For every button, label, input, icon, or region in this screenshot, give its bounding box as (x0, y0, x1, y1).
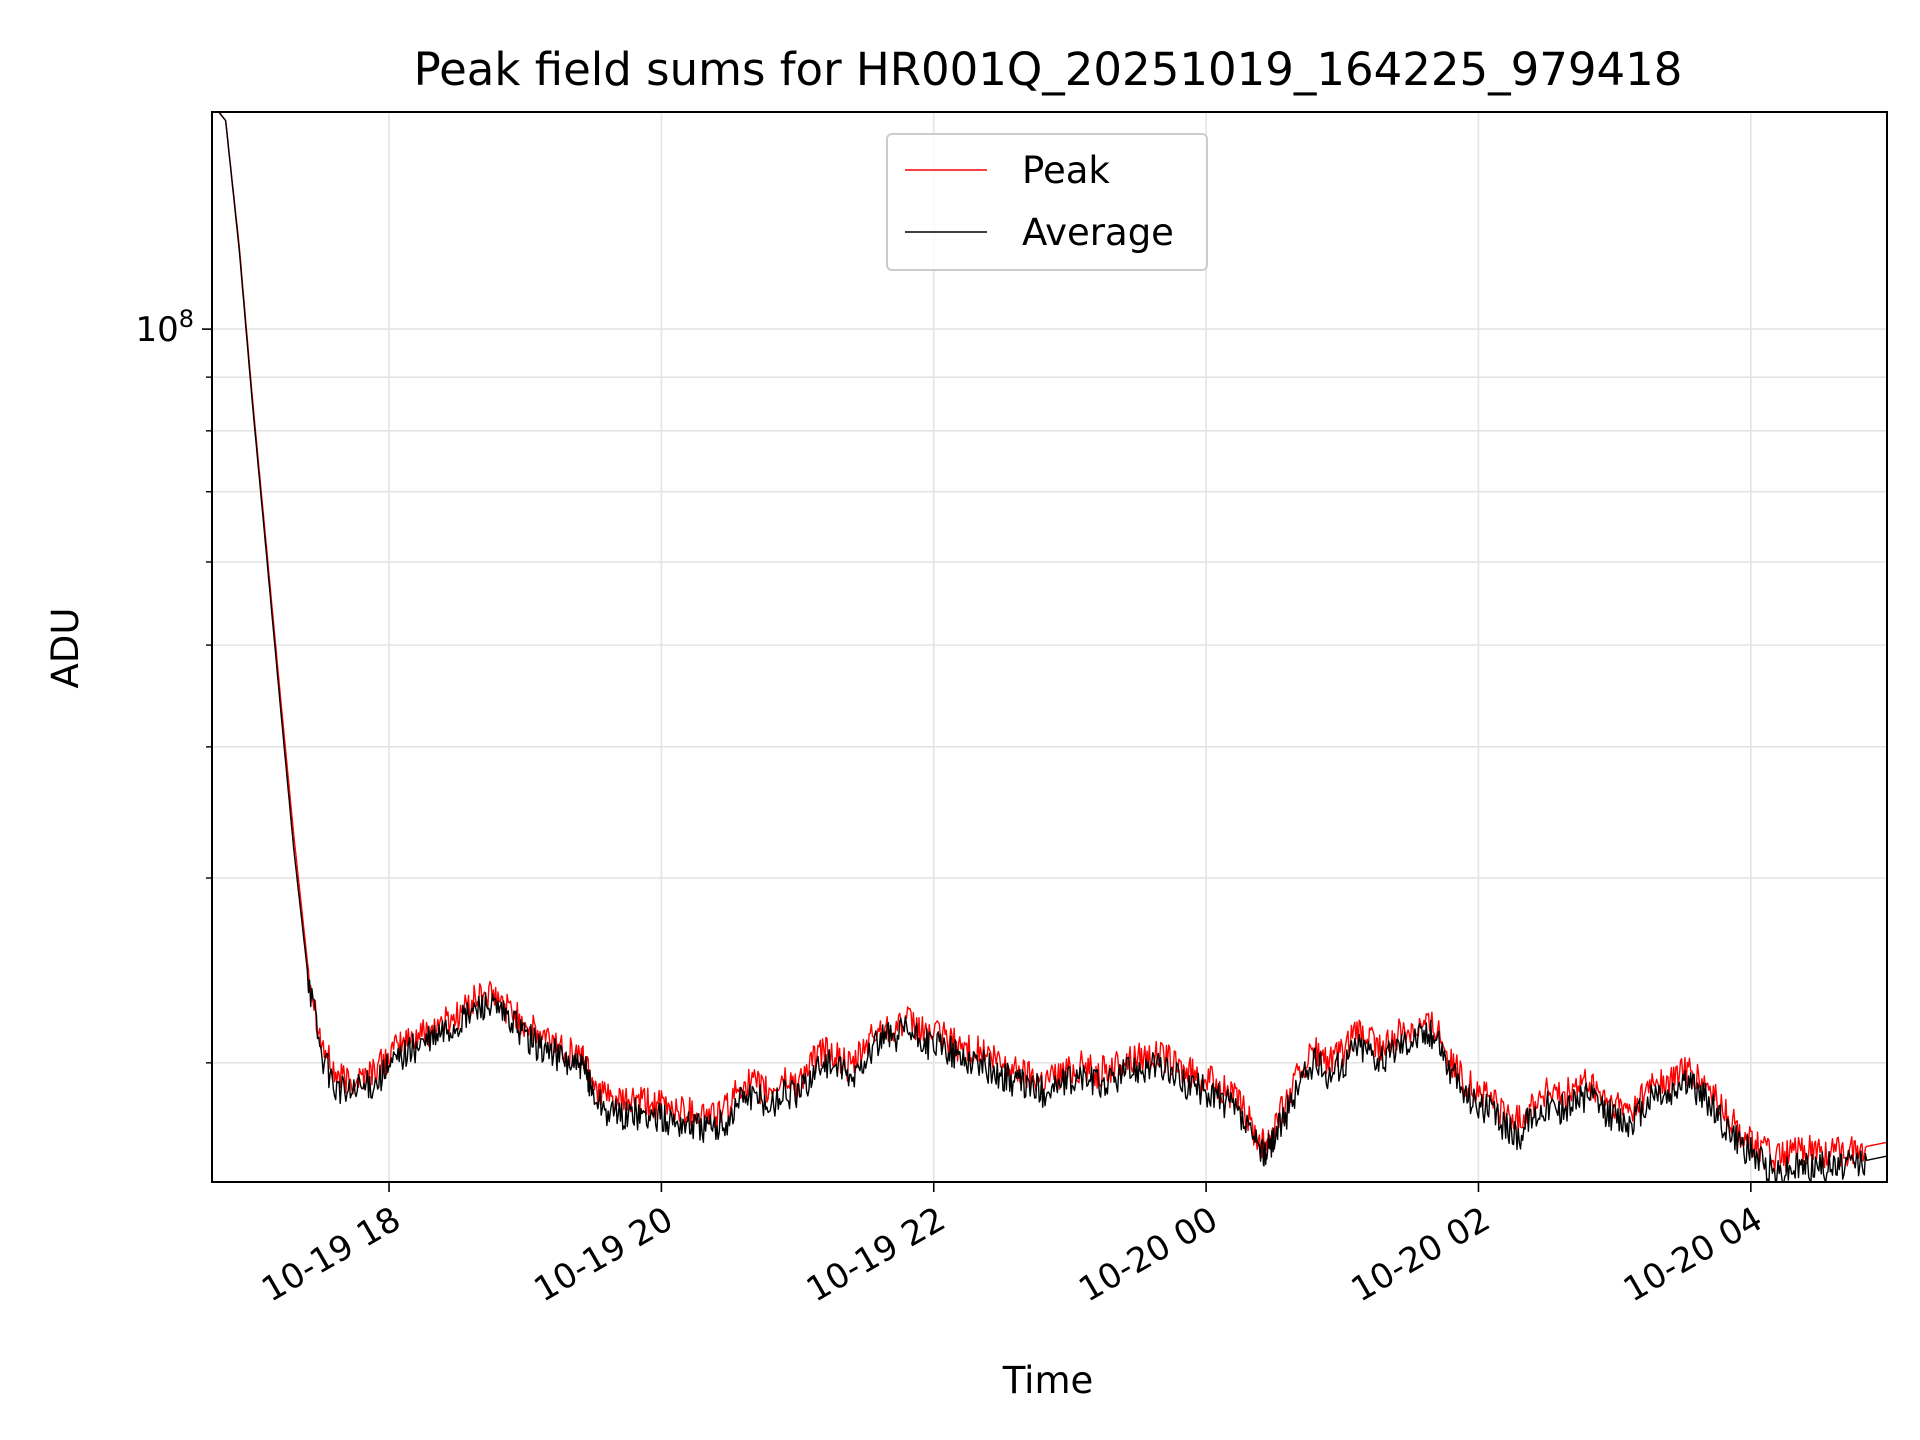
x-axis-label: Time (1002, 1359, 1094, 1402)
series-group (218, 112, 1887, 1182)
series-line-peak (218, 112, 1887, 1173)
legend-box (886, 133, 1208, 271)
plot-area (212, 112, 1887, 1182)
plot-frame (211, 111, 1888, 1183)
chart-title: Peak field sums for HR001Q_20251019_1642… (414, 43, 1683, 96)
y-axis-label: ADU (44, 608, 87, 689)
legend-label-average: Average (1022, 211, 1174, 254)
grid (212, 112, 1887, 1182)
legend-label-peak: Peak (1022, 149, 1110, 192)
y-tick-label: 108 (135, 305, 194, 350)
legend: Peak Average (886, 133, 1208, 271)
series-line-average (218, 112, 1887, 1182)
